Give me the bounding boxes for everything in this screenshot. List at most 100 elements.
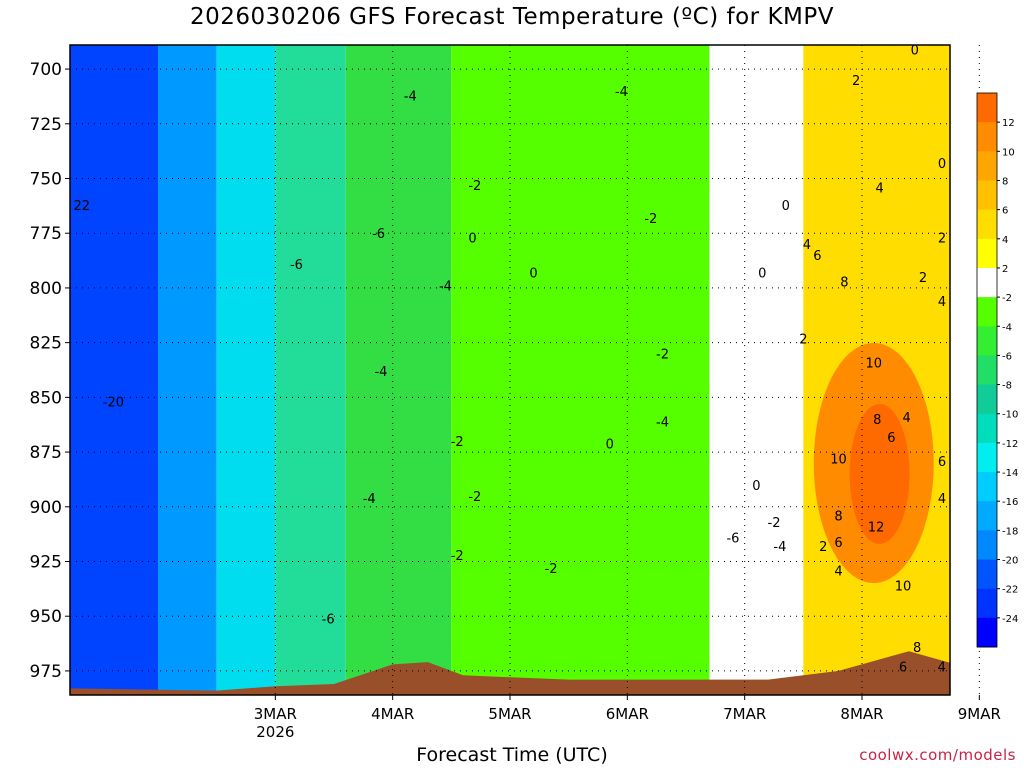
contour-label: -2	[656, 348, 669, 363]
colorbar-label: 2	[1002, 264, 1008, 275]
contour-label: 2	[799, 332, 807, 347]
colorbar-segment	[977, 355, 997, 386]
y-tick-label: 975	[30, 662, 62, 682]
x-tick-sublabel: 2026	[256, 723, 294, 741]
contour-label: 4	[875, 181, 883, 196]
contour-label: 0	[468, 232, 476, 247]
x-tick-label: 9MAR	[958, 705, 1001, 723]
colorbar-segment	[977, 267, 997, 298]
y-tick-label: 900	[30, 498, 62, 518]
contour-label: 6	[899, 661, 907, 676]
contour-label: 4	[938, 295, 946, 310]
x-tick-label: 5MAR	[488, 705, 531, 723]
contour-label: 0	[911, 43, 919, 58]
contour-label: 0	[752, 479, 760, 494]
temperature-band	[275, 45, 346, 695]
colorbar-label: -2	[1002, 293, 1012, 304]
contour-label: 10	[830, 453, 847, 468]
contour-label: 10	[895, 580, 912, 595]
warm-core-inner	[849, 403, 910, 544]
contour-label: 6	[887, 431, 895, 446]
contour-label: -2	[468, 179, 481, 194]
colorbar-segment	[977, 180, 997, 211]
contour-label: 6	[813, 249, 821, 264]
contour-label: 0	[938, 157, 946, 172]
contour-label: 2	[852, 74, 860, 89]
colorbar-segment	[977, 501, 997, 531]
colorbar-label: -20	[1002, 556, 1018, 567]
contour-label: 0	[529, 267, 537, 282]
contour-label: -2	[451, 549, 464, 564]
contour-label: 4	[803, 238, 811, 253]
contour-label: -2	[468, 490, 481, 505]
colorbar-segment	[977, 326, 997, 356]
temperature-band	[451, 45, 710, 695]
contour-label: -4	[439, 280, 452, 295]
colorbar-frame	[976, 92, 998, 648]
contour-label: -6	[726, 531, 739, 546]
contour-label: -2	[768, 516, 781, 531]
colorbar-label: 8	[1002, 176, 1008, 187]
colorbar-label: -14	[1002, 468, 1018, 479]
colorbar-segment	[977, 93, 997, 123]
contour-label: 6	[834, 536, 842, 551]
temperature-band	[709, 45, 804, 695]
contour-label: -4	[615, 85, 628, 100]
colorbar-label: 6	[1002, 206, 1008, 217]
contour-label: 4	[902, 411, 910, 426]
contour-label: 10	[865, 356, 882, 371]
contour-label: -2	[644, 212, 657, 227]
colorbar-segment	[977, 472, 997, 502]
colorbar-label: -6	[1002, 351, 1012, 362]
y-tick-label: 725	[30, 115, 62, 135]
colorbar-segment	[977, 151, 997, 181]
y-tick-label: 850	[30, 388, 62, 408]
x-tick-label: 3MAR	[254, 705, 297, 723]
x-tick-label: 7MAR	[723, 705, 766, 723]
contour-label: 22	[73, 199, 90, 214]
colorbar-label: -12	[1002, 439, 1018, 450]
y-tick-label: 875	[30, 443, 62, 463]
colorbar-segment	[977, 442, 997, 473]
contour-label: 8	[840, 275, 848, 290]
colorbar-segment	[977, 413, 997, 444]
contour-label: -4	[404, 89, 417, 104]
colorbar-segment	[977, 588, 997, 619]
contour-label: 8	[834, 510, 842, 525]
contour-label: -4	[656, 415, 669, 430]
y-tick-label: 800	[30, 279, 62, 299]
contour-label: -20	[103, 396, 124, 411]
contour-label: -4	[374, 365, 387, 380]
contour-label: 0	[758, 267, 766, 282]
contour-label: -6	[322, 612, 335, 627]
colorbar-label: -18	[1002, 526, 1018, 537]
colorbar-segment	[977, 617, 997, 648]
temperature-band	[216, 45, 276, 695]
colorbar-label: -22	[1002, 585, 1018, 596]
temperature-band	[158, 45, 217, 695]
colorbar-segment	[977, 297, 997, 327]
colorbar-label: -8	[1002, 381, 1012, 392]
y-tick-label: 700	[30, 60, 62, 80]
contour-label: 0	[782, 199, 790, 214]
contour-label: 8	[913, 641, 921, 656]
colorbar-segment	[977, 384, 997, 415]
contour-label: -2	[545, 562, 558, 577]
contour-label: 2	[819, 540, 827, 555]
y-tick-label: 825	[30, 334, 62, 354]
colorbar-label: -16	[1002, 497, 1018, 508]
contour-label: -6	[372, 227, 385, 242]
terrain	[70, 651, 950, 695]
colorbar-label: -4	[1002, 322, 1012, 333]
colorbar-segment	[977, 209, 997, 240]
contour-label: 12	[868, 520, 885, 535]
temperature-band	[70, 45, 158, 695]
contour-label: 4	[834, 564, 842, 579]
y-tick-label: 925	[30, 552, 62, 572]
contour-label: 2	[919, 271, 927, 286]
contour-label: 2	[938, 232, 946, 247]
y-tick-label: 950	[30, 607, 62, 627]
x-axis-title: Forecast Time (UTC)	[416, 744, 608, 766]
colorbar-label: -10	[1002, 410, 1018, 421]
